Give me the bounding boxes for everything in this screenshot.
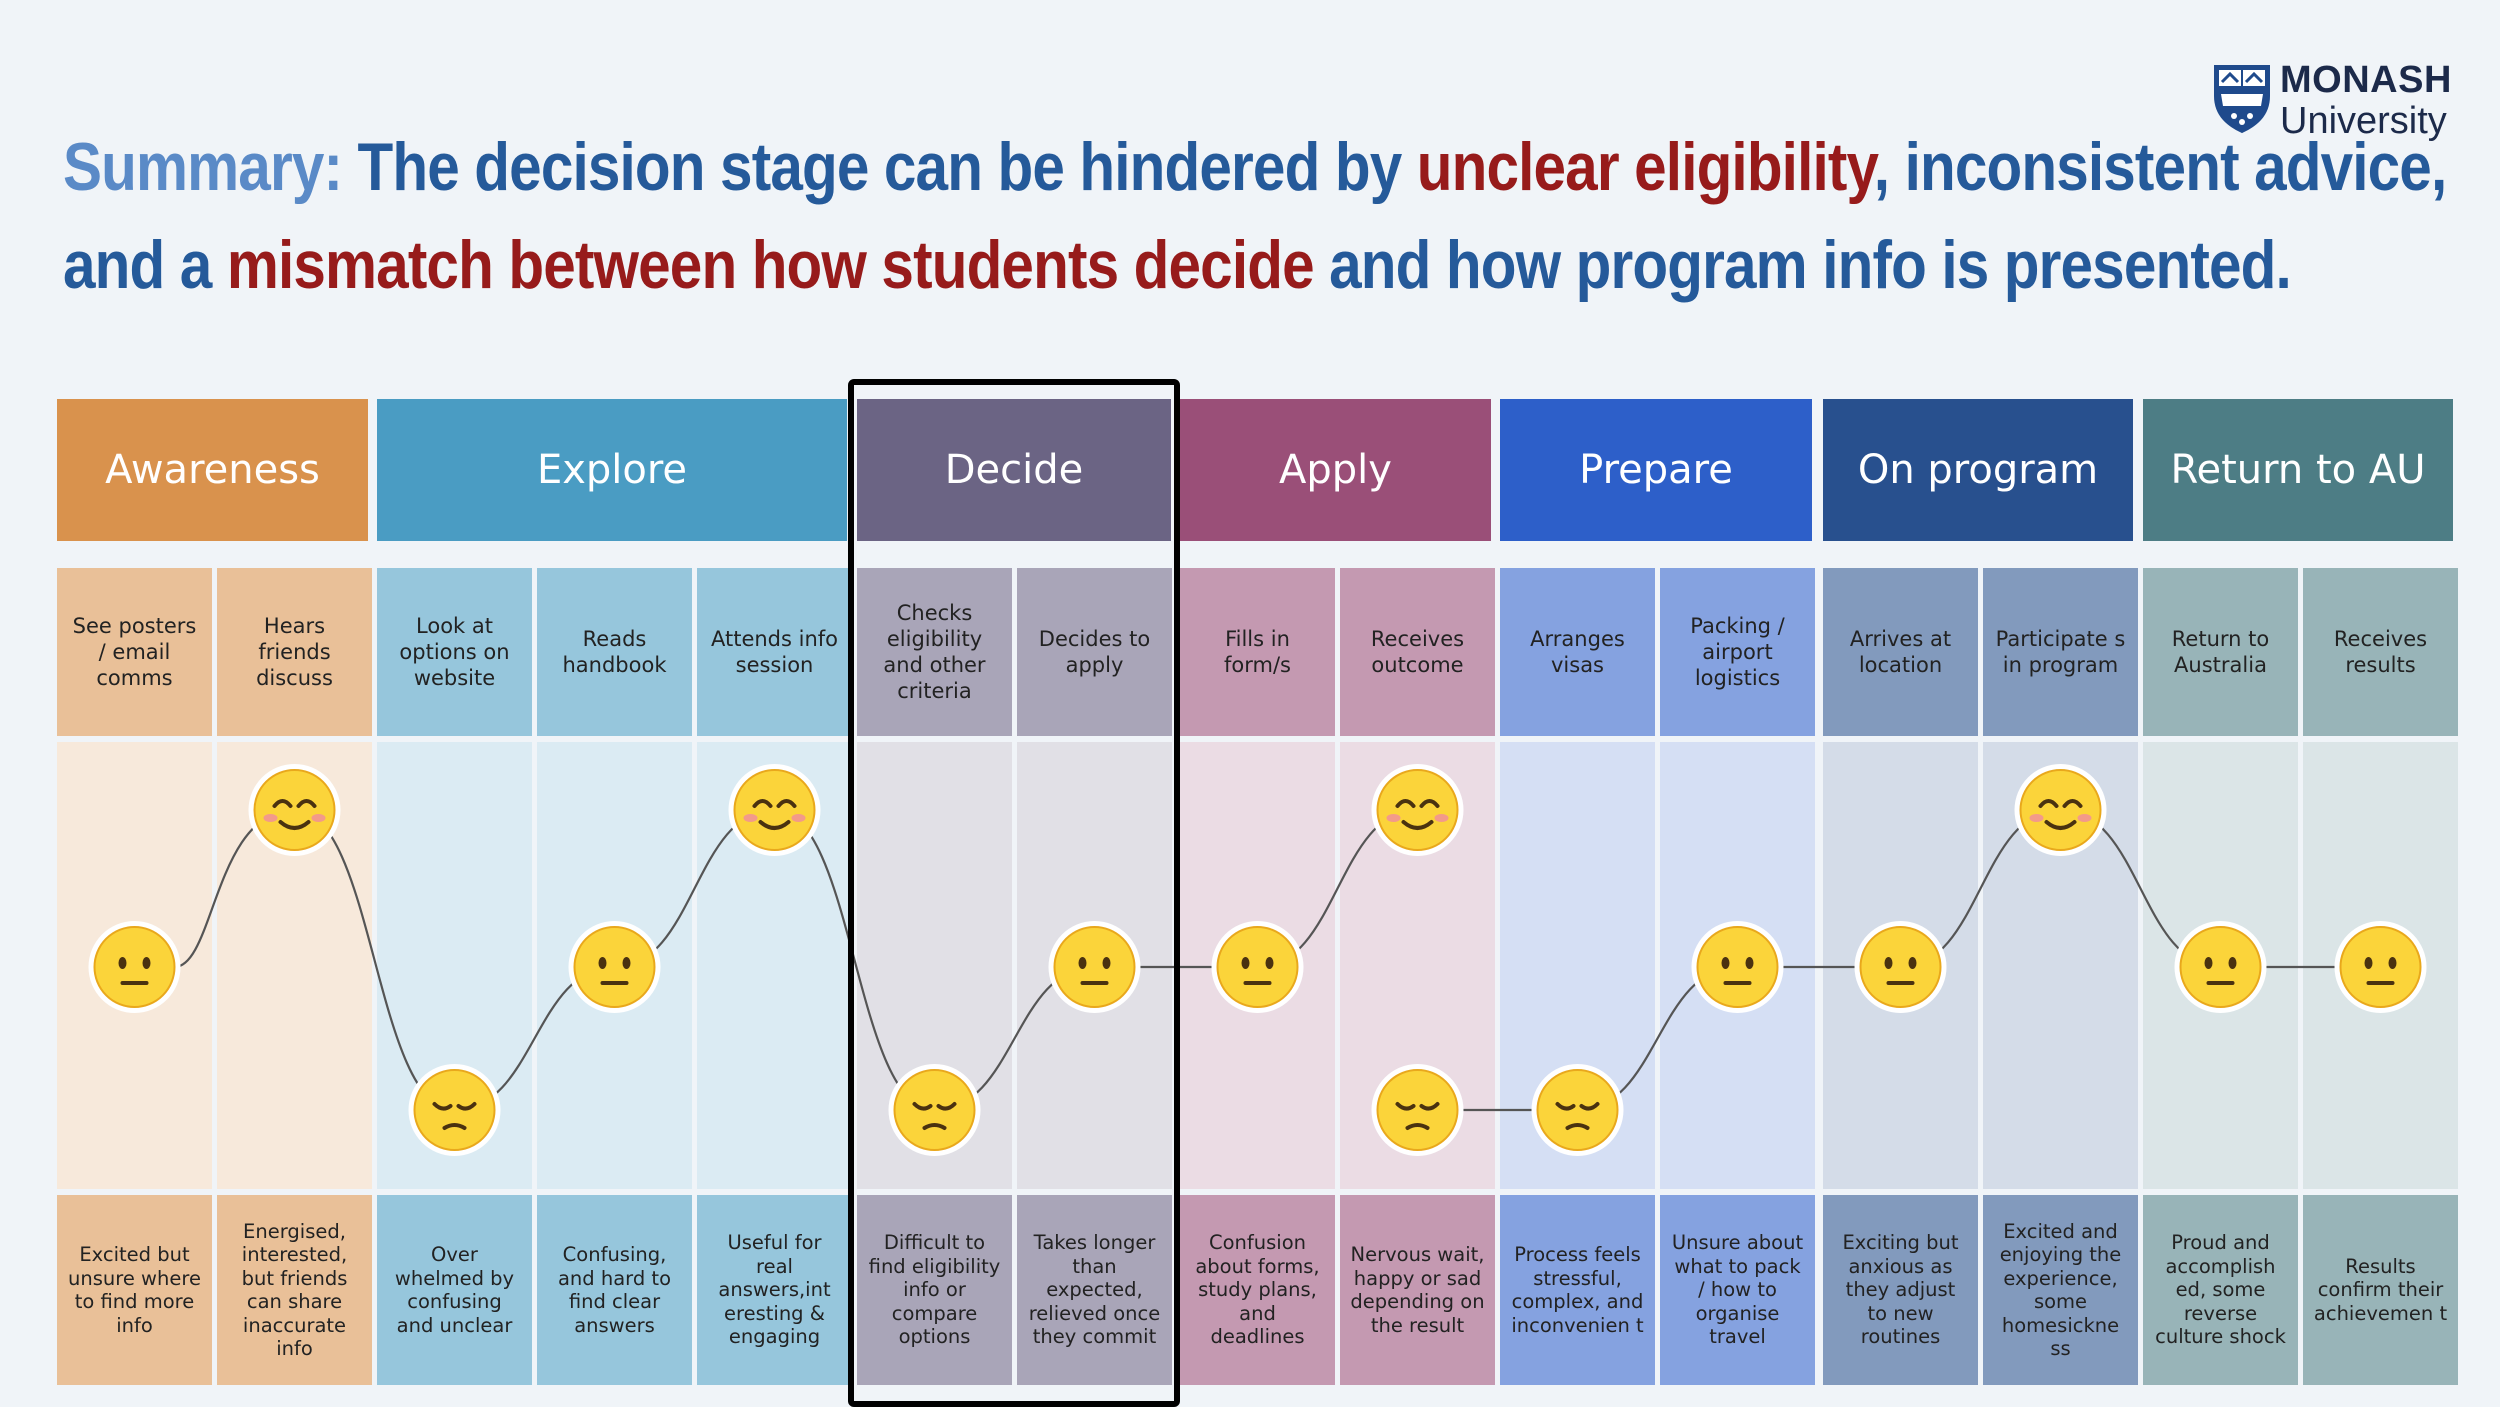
step-feeling: Nervous wait, happy or sad depending on …: [1340, 1195, 1495, 1385]
step-action: Attends info session: [697, 568, 852, 736]
title-segment: and a: [63, 227, 227, 303]
emotion-column: [217, 742, 372, 1189]
emotion-column: [1983, 742, 2138, 1189]
step-feeling: Excited but unsure where to find more in…: [57, 1195, 212, 1385]
step-feeling: Confusion about forms, study plans, and …: [1180, 1195, 1335, 1385]
emotion-column: [1500, 742, 1655, 1189]
step-feeling: Unsure about what to pack / how to organ…: [1660, 1195, 1815, 1385]
title-segment: , inconsistent advice,: [1873, 129, 2447, 205]
step-feeling: Useful for real answers,int eresting & e…: [697, 1195, 852, 1385]
step-action: Fills in form/s: [1180, 568, 1335, 736]
emotion-column: [1660, 742, 1815, 1189]
step-action: Packing / airport logistics: [1660, 568, 1815, 736]
title-line-1: Summary: The decision stage can be hinde…: [63, 118, 2447, 216]
monash-crest-icon: [2214, 65, 2270, 134]
emotion-column: [1823, 742, 1978, 1189]
step-action: Look at options on website: [377, 568, 532, 736]
emotion-column: [1180, 742, 1335, 1189]
title-segment: and how program info is presented.: [1313, 227, 2292, 303]
page-title: Summary: The decision stage can be hinde…: [63, 118, 2447, 314]
emotion-column: [2143, 742, 2298, 1189]
title-line-2: and a mismatch between how students deci…: [63, 216, 2292, 314]
step-action: Hears friends discuss: [217, 568, 372, 736]
step-feeling: Process feels stressful, complex, and in…: [1500, 1195, 1655, 1385]
step-feeling: Exciting but anxious as they adjust to n…: [1823, 1195, 1978, 1385]
logo-text: MONASH University: [2280, 58, 2452, 140]
logo-name: MONASH: [2280, 59, 2452, 101]
step-action: Arranges visas: [1500, 568, 1655, 736]
stage-header: Explore: [377, 399, 847, 541]
step-feeling: Energised, interested, but friends can s…: [217, 1195, 372, 1385]
step-action: Return to Australia: [2143, 568, 2298, 736]
step-action: Receives outcome: [1340, 568, 1495, 736]
stage-header: Decide: [857, 399, 1171, 541]
stage-header: Prepare: [1500, 399, 1812, 541]
step-feeling: Excited and enjoying the experience, som…: [1983, 1195, 2138, 1385]
monash-logo: MONASH University: [2205, 58, 2465, 140]
logo-sub: University: [2280, 100, 2447, 142]
step-feeling: Over whelmed by confusing and unclear: [377, 1195, 532, 1385]
emotion-column: [537, 742, 692, 1189]
step-action: Receives results: [2303, 568, 2458, 736]
stage-header: On program: [1823, 399, 2133, 541]
title-segment: unclear eligibility: [1416, 129, 1875, 205]
step-action: Reads handbook: [537, 568, 692, 736]
step-feeling: Takes longer than expected, relieved onc…: [1017, 1195, 1172, 1385]
step-feeling: Difficult to find eligibility info or co…: [857, 1195, 1012, 1385]
emotion-column: [57, 742, 212, 1189]
stage-header: Awareness: [57, 399, 368, 541]
title-segment: mismatch between how students decide: [226, 227, 1315, 303]
title-segment: Summary:: [63, 129, 358, 205]
step-action: Participate s in program: [1983, 568, 2138, 736]
emotion-column: [1340, 742, 1495, 1189]
step-action: Arrives at location: [1823, 568, 1978, 736]
step-feeling: Results confirm their achievemen t: [2303, 1195, 2458, 1385]
emotion-column: [2303, 742, 2458, 1189]
emotion-column: [697, 742, 852, 1189]
title-segment: The decision stage can be hindered by: [357, 129, 1417, 205]
emotion-column: [377, 742, 532, 1189]
step-feeling: Proud and accomplish ed, some reverse cu…: [2143, 1195, 2298, 1385]
emotion-column: [1017, 742, 1172, 1189]
stage-header: Return to AU: [2143, 399, 2453, 541]
step-action: See posters / email comms: [57, 568, 212, 736]
stage-header: Apply: [1180, 399, 1491, 541]
emotion-column: [857, 742, 1012, 1189]
step-action: Checks eligibility and other criteria: [857, 568, 1012, 736]
step-action: Decides to apply: [1017, 568, 1172, 736]
step-feeling: Confusing, and hard to find clear answer…: [537, 1195, 692, 1385]
